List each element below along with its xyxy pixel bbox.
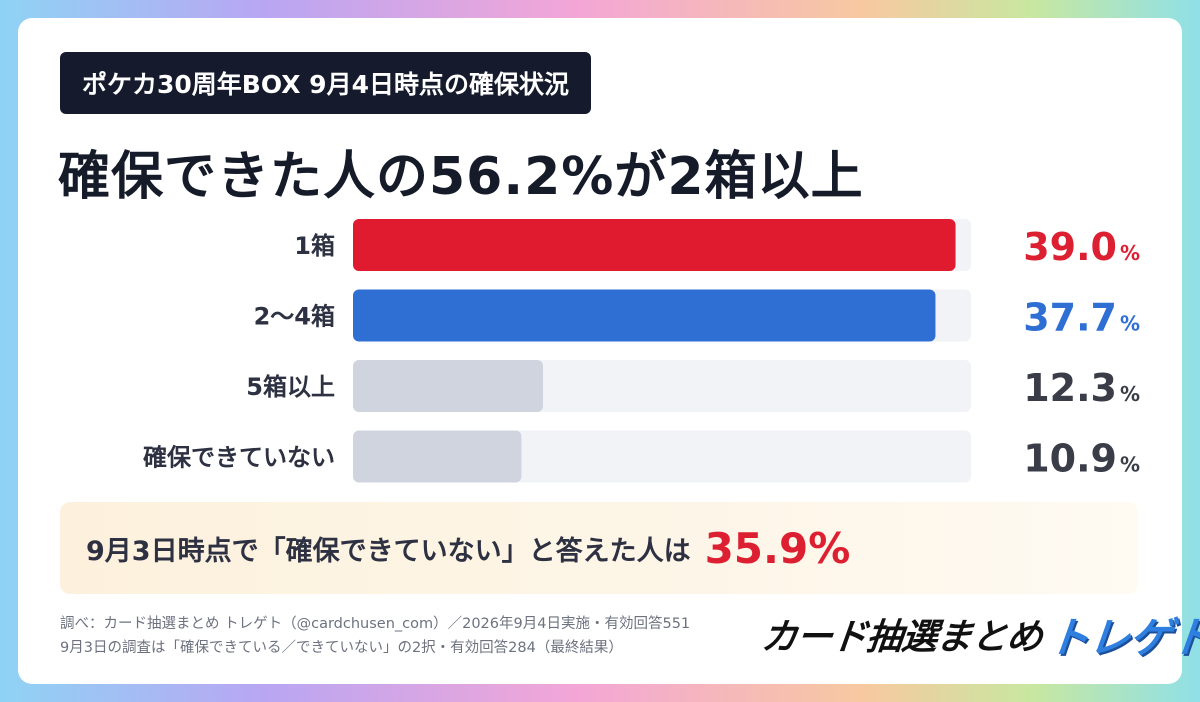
brand-logo: カード抽選まとめ トレゲト [759,608,1200,662]
note-text: 9月3日時点で「確保できていない」と答えた人は [86,535,691,567]
note-value: 35.9% [704,523,851,573]
value-label: 37.7% [1023,296,1140,340]
logo-part-1: カード抽選まとめ [759,617,1044,658]
source-notes: 調べ：カード抽選まとめ トレゲト（@cardchusen_com）／2026年9… [60,612,690,660]
logo-part-2: トレゲト [1045,612,1200,662]
category-label: 2〜4箱 [254,303,335,331]
bar [353,219,956,271]
bar [353,360,544,412]
value-label: 12.3% [1023,366,1140,410]
bar [353,430,522,483]
header-badge: ポケカ30周年BOX 9月4日時点の確保状況 [60,52,591,114]
source-line-2: 9月3日の調査は「確保できている／できていない」の2択・有効回答284（最終結果… [60,640,623,656]
category-label: 確保できていない [143,444,335,472]
comparison-note: 9月3日時点で「確保できていない」と答えた人は 35.9% [60,502,1138,594]
category-label: 5箱以上 [246,373,335,401]
value-label: 39.0% [1023,225,1140,269]
source-line-1: 調べ：カード抽選まとめ トレゲト（@cardchusen_com）／2026年9… [60,616,691,632]
value-label: 10.9% [1023,437,1140,481]
headline: 確保できた人の56.2%が2箱以上 [58,147,864,207]
bar [353,289,936,342]
category-label: 1箱 [294,232,335,260]
infographic-card: ポケカ30周年BOX 9月4日時点の確保状況 確保できた人の56.2%が2箱以上… [18,18,1200,684]
